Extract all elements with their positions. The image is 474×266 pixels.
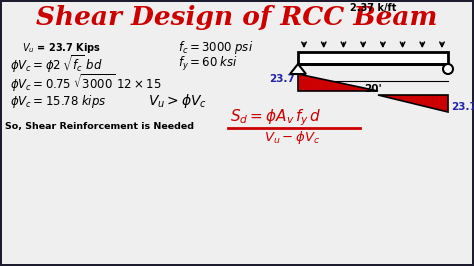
Text: 23.7: 23.7	[269, 74, 295, 84]
Polygon shape	[378, 95, 448, 112]
Text: $\phi V_c = 15.78\;kips$: $\phi V_c = 15.78\;kips$	[10, 93, 107, 110]
Polygon shape	[290, 64, 306, 74]
Text: $\phi V_c = 0.75\;\sqrt{3000}\;12\times15$: $\phi V_c = 0.75\;\sqrt{3000}\;12\times1…	[10, 72, 162, 94]
FancyBboxPatch shape	[2, 2, 472, 264]
Text: 2.37 k/ft: 2.37 k/ft	[350, 3, 396, 13]
Text: 23.7: 23.7	[451, 102, 474, 112]
Text: $f_c = 3000\;psi$: $f_c = 3000\;psi$	[178, 39, 253, 56]
Polygon shape	[298, 74, 378, 91]
Text: $V_u > \phi V_c$: $V_u > \phi V_c$	[148, 92, 207, 110]
Text: $\phi V_c = \phi 2\,\sqrt{f_c}\;bd$: $\phi V_c = \phi 2\,\sqrt{f_c}\;bd$	[10, 53, 103, 75]
Text: $V_u$ = 23.7 Kips: $V_u$ = 23.7 Kips	[22, 41, 101, 55]
Text: $V_u - \phi V_c$: $V_u - \phi V_c$	[264, 130, 320, 147]
Text: Shear Design of RCC Beam: Shear Design of RCC Beam	[36, 6, 438, 31]
Text: $S_d = \phi A_v\,f_y\,d$: $S_d = \phi A_v\,f_y\,d$	[230, 108, 322, 128]
Bar	[298, 52, 448, 64]
Text: 20': 20'	[364, 84, 382, 94]
Circle shape	[443, 64, 453, 74]
Text: $f_y = 60\;ksi$: $f_y = 60\;ksi$	[178, 55, 238, 73]
Text: So, Shear Reinforcement is Needed: So, Shear Reinforcement is Needed	[5, 122, 194, 131]
